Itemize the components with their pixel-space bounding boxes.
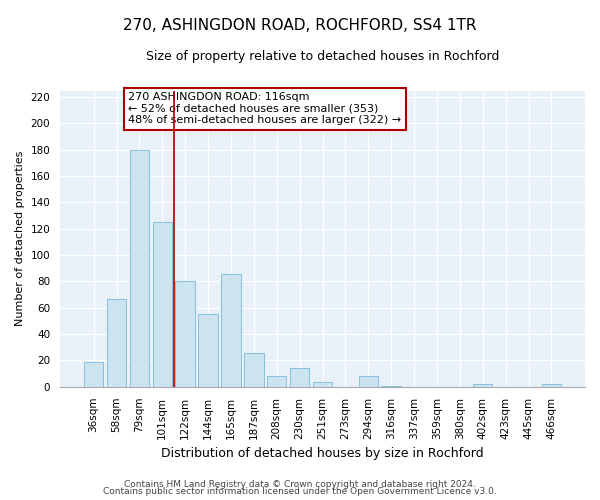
Bar: [542, 384, 561, 387]
Bar: [152, 222, 172, 387]
Bar: [130, 150, 149, 387]
Text: 270, ASHINGDON ROAD, ROCHFORD, SS4 1TR: 270, ASHINGDON ROAD, ROCHFORD, SS4 1TR: [123, 18, 477, 32]
Bar: [107, 298, 126, 387]
Text: 270 ASHINGDON ROAD: 116sqm
← 52% of detached houses are smaller (353)
48% of sem: 270 ASHINGDON ROAD: 116sqm ← 52% of deta…: [128, 92, 401, 125]
X-axis label: Distribution of detached houses by size in Rochford: Distribution of detached houses by size …: [161, 447, 484, 460]
Bar: [84, 362, 103, 387]
Bar: [175, 282, 195, 387]
Bar: [473, 384, 493, 387]
Text: Contains HM Land Registry data © Crown copyright and database right 2024.: Contains HM Land Registry data © Crown c…: [124, 480, 476, 489]
Bar: [199, 314, 218, 387]
Bar: [244, 352, 263, 387]
Bar: [382, 386, 401, 387]
Y-axis label: Number of detached properties: Number of detached properties: [15, 151, 25, 326]
Bar: [221, 274, 241, 387]
Text: Contains public sector information licensed under the Open Government Licence v3: Contains public sector information licen…: [103, 488, 497, 496]
Bar: [359, 376, 378, 387]
Bar: [313, 382, 332, 387]
Bar: [290, 368, 310, 387]
Bar: [267, 376, 286, 387]
Title: Size of property relative to detached houses in Rochford: Size of property relative to detached ho…: [146, 50, 499, 63]
